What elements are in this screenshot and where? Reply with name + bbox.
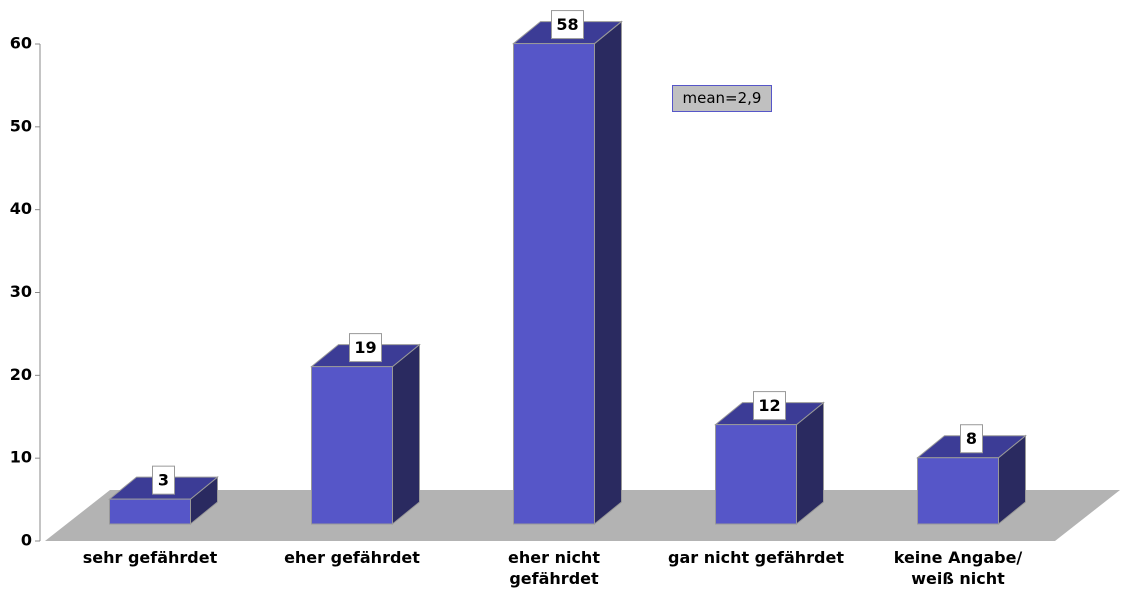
- bar-side: [594, 20, 622, 526]
- value-label-box: [551, 10, 584, 40]
- bar: [512, 20, 623, 526]
- bar: [108, 476, 219, 526]
- bar: [310, 343, 421, 526]
- x-tick-label: gar nicht gefährdet: [668, 548, 844, 567]
- bar-front: [513, 43, 595, 525]
- bar-front: [109, 498, 191, 525]
- value-label: 12: [758, 396, 780, 415]
- x-tick-label: sehr gefährdet: [82, 548, 218, 567]
- y-tick-label: 50: [10, 116, 32, 135]
- x-tick-label: eher gefährdet: [284, 548, 420, 567]
- value-label: 58: [556, 15, 578, 34]
- y-tick-label: 10: [10, 448, 32, 467]
- value-label-box: [960, 424, 983, 454]
- value-label: 8: [966, 429, 977, 448]
- value-label-box: [753, 391, 786, 421]
- y-tick-label: 20: [10, 365, 32, 384]
- value-label-box: [349, 333, 382, 363]
- y-tick-label: 0: [21, 531, 32, 550]
- bar: [714, 401, 825, 526]
- value-label-box: [152, 465, 175, 495]
- annotation: mean=2,9: [672, 85, 772, 112]
- y-tick-label: 60: [10, 34, 32, 53]
- y-tick-label: 30: [10, 282, 32, 301]
- x-tick-label: eher nicht gefährdet: [508, 548, 600, 588]
- bar-side: [392, 343, 420, 526]
- value-label: 3: [158, 471, 169, 490]
- x-tick-label: keine Angabe/ weiß nicht: [893, 548, 1023, 588]
- bar-front: [311, 366, 393, 525]
- bar-front: [917, 457, 999, 525]
- y-tick-label: 40: [10, 199, 32, 218]
- bar-front: [715, 424, 797, 525]
- value-label: 19: [354, 338, 376, 357]
